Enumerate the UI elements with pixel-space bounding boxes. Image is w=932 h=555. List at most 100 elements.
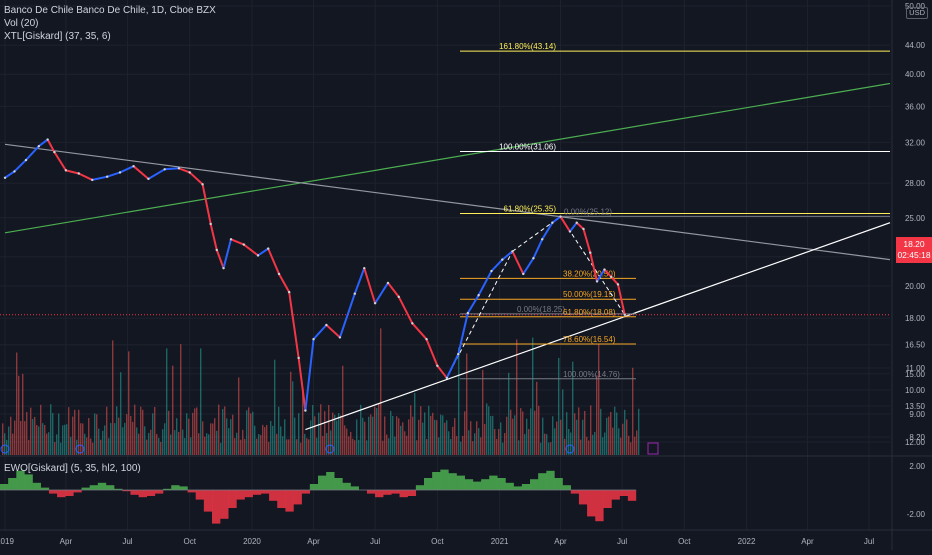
volume-bar [320, 404, 322, 455]
volume-bar [180, 344, 182, 455]
price-point [105, 175, 109, 178]
volume-bar [412, 416, 414, 455]
ewo-bar [16, 470, 25, 490]
price-segment [466, 294, 480, 314]
volume-bar [208, 434, 210, 455]
y-tick-label: 40.00 [905, 70, 926, 79]
volume-bar [186, 413, 188, 455]
ewo-bar [122, 490, 131, 492]
price-point [559, 215, 562, 218]
y-tick-label: 8.20 [909, 433, 925, 442]
price-series [3, 138, 626, 412]
price-point [46, 138, 49, 141]
volume-bar [426, 439, 428, 455]
volume-bar [174, 430, 176, 455]
volume-bar [524, 433, 526, 455]
xtl-label: XTL[Giskard] (37, 35, 6) [4, 31, 111, 42]
volume-bar [328, 405, 330, 455]
volume-bar [356, 419, 358, 455]
volume-bar [324, 411, 326, 455]
volume-bar [538, 405, 540, 455]
volume-bar [158, 437, 160, 455]
ewo-bar [24, 474, 33, 490]
volume-bar [376, 408, 378, 455]
ewo-bar [578, 490, 588, 505]
price-segment [25, 145, 40, 161]
ewo-bar [334, 478, 343, 490]
volume-bar [360, 404, 362, 455]
fib-label: 61.80%(18.08) [563, 308, 616, 317]
volume-bar [542, 417, 544, 455]
volume-bar [254, 425, 256, 455]
volume-bar [444, 422, 446, 455]
volume-bar [558, 357, 560, 455]
ewo-bar [342, 482, 351, 490]
volume-bar [72, 416, 74, 455]
ewo-bar [440, 469, 449, 490]
volume-bar [430, 415, 432, 455]
ewo-bar [415, 485, 425, 490]
volume-bar [500, 422, 502, 455]
volume-bar [134, 404, 136, 455]
price-point [575, 221, 578, 224]
volume-bar [232, 414, 234, 455]
xtl-legend[interactable]: XTL[Giskard] (37, 35, 6) [4, 31, 111, 42]
volume-bar [280, 426, 282, 455]
volume-bar [446, 420, 448, 455]
ewo-bar [171, 485, 180, 490]
fib-label: 78.60%(16.54) [563, 335, 616, 344]
price-point [363, 266, 366, 270]
volume-bar [116, 406, 118, 455]
volume-bar [632, 367, 634, 455]
volume-bar [450, 439, 452, 455]
volume-bar [464, 411, 466, 455]
volume-legend[interactable]: Vol (20) [4, 18, 38, 29]
symbol-legend[interactable]: Banco De Chile Banco De Chile, 1D, Cboe … [4, 5, 216, 16]
x-tick-label: Jul [122, 537, 132, 546]
price-segment [541, 222, 554, 240]
volume-bar [384, 416, 386, 455]
volume-bar [414, 393, 416, 455]
volume-bar [114, 423, 116, 455]
volume-bar [176, 418, 178, 455]
ewo-bar [570, 490, 580, 494]
volume-label: Vol (20) [4, 18, 39, 29]
volume-bar [560, 419, 562, 455]
price-point [13, 170, 16, 173]
volume-bar [166, 348, 168, 455]
volume-bar [630, 442, 632, 455]
volume-bar [534, 410, 536, 455]
ewo-bar [562, 485, 571, 490]
volume-bar [470, 421, 472, 455]
y-tick-label: 28.00 [905, 179, 926, 188]
volume-bar [476, 421, 478, 455]
volume-bar [286, 439, 288, 455]
ewo-legend[interactable]: EWO[Giskard] (5, 35, hl2, 100) [4, 463, 141, 474]
volume-bar [472, 441, 474, 455]
volume-bar [516, 339, 518, 455]
volume-bar [316, 437, 318, 455]
volume-bar [300, 442, 302, 455]
currency-badge[interactable]: USD [906, 7, 928, 19]
price-point [338, 336, 342, 339]
volume-bar [298, 413, 300, 455]
volume-bar [64, 424, 66, 455]
volume-bar [206, 433, 208, 455]
volume-bar [230, 419, 232, 455]
y-tick-label: 20.00 [905, 282, 926, 291]
volume-bar [214, 418, 216, 455]
volume-bar [172, 365, 174, 455]
volume-bar [454, 418, 456, 455]
volume-bar [66, 424, 68, 455]
ewo-bar [146, 490, 156, 496]
price-point [582, 227, 585, 231]
volume-bar [526, 418, 528, 455]
volume-bar [212, 423, 214, 455]
volume-bar [352, 438, 354, 455]
price-segment [201, 184, 212, 225]
volume-bar [290, 371, 292, 455]
price-point [132, 164, 135, 168]
event-marker [565, 444, 575, 454]
